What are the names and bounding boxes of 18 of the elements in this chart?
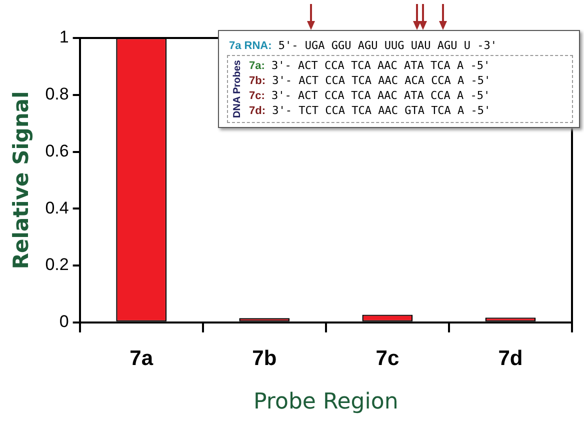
y-tick-label: 0.2 <box>45 255 69 274</box>
x-axis-title: Probe Region <box>254 390 398 415</box>
x-tick-label: 7d <box>498 346 523 370</box>
y-tick-label: 0 <box>59 312 69 332</box>
annotation: 7a RNA: 5'- UGA GGU AGU UUG UAU AGU U -3' <box>229 39 497 52</box>
y-tick-label: 0.6 <box>45 141 69 160</box>
x-tick-label: 7a <box>130 346 154 370</box>
annotation: DNA Probes <box>232 60 243 118</box>
y-tick-label: 0.4 <box>45 198 69 218</box>
y-axis-title: Relative Signal <box>9 91 34 270</box>
annotation: 7a: 3'- ACT CCA TCA AAC ATA TCA A -5' <box>249 59 490 72</box>
annotation: 7b: 3'- ACT CCA TCA AAC ACA CCA A -5' <box>249 74 491 87</box>
x-tick-label: 7c <box>376 346 400 370</box>
annotation: 7d: 3'- TCT CCA TCA AAC GTA TCA A -5' <box>249 104 491 117</box>
y-tick-label: 1 <box>59 28 69 47</box>
y-tick-label: 0.8 <box>45 84 69 104</box>
x-tick-label: 7b <box>252 346 277 370</box>
annotation: 7c: 3'- ACT CCA TCA AAC ATA CCA A -5' <box>249 89 490 102</box>
